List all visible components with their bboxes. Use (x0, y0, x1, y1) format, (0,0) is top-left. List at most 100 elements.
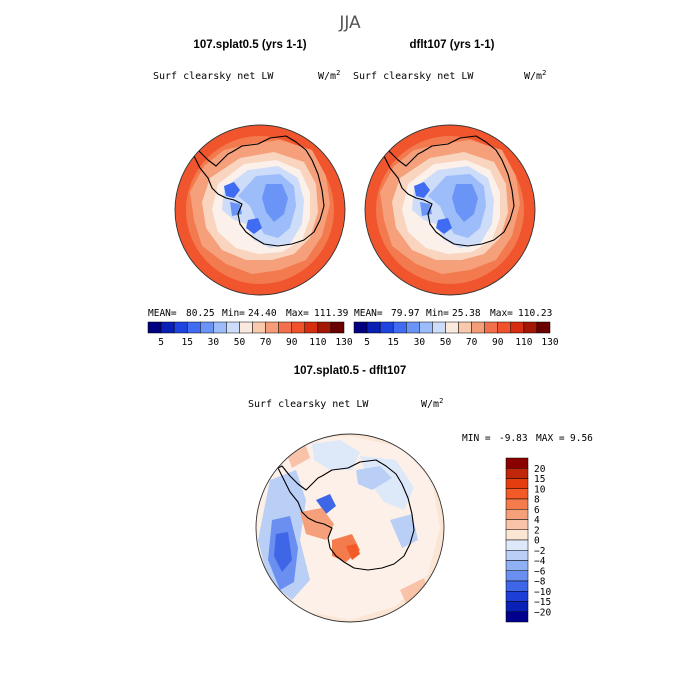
colorbar-swatch (505, 601, 529, 612)
colorbar-swatch (445, 321, 459, 334)
max-label: MAX = (536, 433, 565, 444)
colorbar-tick-label: 110 (515, 337, 532, 348)
panel-title: dflt107 (yrs 1-1) (409, 39, 494, 51)
colorbar-swatch (291, 321, 306, 334)
colorbar-swatch (510, 321, 525, 334)
colorbar-swatch (160, 321, 175, 334)
map-boundary (364, 124, 536, 296)
min-value: 25.38 (452, 308, 481, 319)
colorbar-swatch (505, 519, 529, 530)
colorbar-swatch (505, 488, 529, 500)
field-label: Surf clearsky net LW (353, 71, 474, 82)
max-label: Max= (286, 308, 309, 319)
colorbar-tick-label: 15 (181, 337, 192, 348)
mean-label: MEAN= (148, 308, 177, 319)
colorbar-tick-label: −4 (534, 556, 546, 567)
colorbar-tick-label: 130 (541, 337, 558, 348)
min-label: Min= (222, 308, 245, 319)
colorbar-swatch (200, 321, 214, 334)
map-boundary (255, 433, 445, 623)
colorbar-tick-label: 90 (492, 337, 504, 348)
colorbar-swatch (505, 611, 529, 623)
min-label: Min= (426, 308, 449, 319)
min-value: 24.40 (248, 308, 277, 319)
colorbar-swatch (186, 321, 201, 334)
colorbar-tick-label: 110 (309, 337, 326, 348)
max-value: 110.23 (518, 308, 552, 319)
polar-map (365, 125, 535, 295)
colorbar-tick-label: 2 (534, 525, 540, 536)
colorbar-tick-label: −10 (534, 587, 551, 598)
colorbar-tick-label: 5 (364, 337, 370, 348)
mean-value: 80.25 (186, 308, 215, 319)
colorbar-swatch (471, 321, 485, 334)
colorbar-swatch (173, 321, 188, 334)
stats-row: MEAN= 80.25 Min= 24.40 Max= 111.39 (148, 308, 349, 319)
panel-title: 107.splat0.5 (yrs 1-1) (193, 39, 306, 51)
stats-row: MEAN= 79.97 Min= 25.38 Max= 110.23 (354, 308, 552, 319)
colorbar-swatch (505, 498, 529, 510)
minmax-row: MIN = -9.83 MAX = 9.56 (462, 433, 593, 444)
colorbar-swatch (278, 321, 292, 334)
colorbar-swatch (213, 321, 227, 334)
colorbar-tick-label: 0 (534, 536, 540, 547)
colorbar-swatch (505, 509, 529, 520)
colorbar-swatch (252, 321, 266, 334)
colorbar-swatch (458, 321, 472, 334)
colorbar-swatch (505, 550, 529, 561)
max-value: 111.39 (314, 308, 349, 319)
colorbar-tick-label: 6 (534, 505, 540, 516)
panel-difference: 107.splat0.5 - dflt107 Surf clearsky net… (248, 365, 593, 623)
colorbar-swatch (505, 457, 529, 469)
colorbar-tick-label: −6 (534, 566, 546, 577)
colorbar-swatch (239, 321, 253, 334)
colorbar-tick-label: 50 (234, 337, 246, 348)
colorbar-swatch (484, 321, 498, 334)
max-label: Max= (490, 308, 513, 319)
colorbar-swatch (304, 321, 319, 334)
colorbar-swatch (265, 321, 279, 334)
unit-label: W/m2 (318, 69, 340, 82)
colorbar-swatch (379, 321, 394, 334)
colorbar-swatch (505, 478, 529, 489)
colorbar-tick-label: −8 (534, 577, 546, 588)
colorbar-tick-label: −15 (534, 597, 551, 608)
colorbar-swatch (536, 321, 551, 334)
colorbar-swatch (353, 321, 368, 334)
colorbar-swatch (226, 321, 240, 334)
colorbar-swatch (317, 321, 332, 334)
colorbar-swatch (505, 529, 529, 541)
colorbar-tick-label: 5 (158, 337, 164, 348)
panel-left: 107.splat0.5 (yrs 1-1) Surf clearsky net… (147, 39, 353, 348)
colorbar-tick-label: 50 (440, 337, 452, 348)
colorbar-swatch (505, 539, 529, 551)
min-value: -9.83 (499, 433, 528, 444)
unit-label: W/m2 (421, 397, 443, 410)
colorbar-tick-label: −20 (534, 607, 551, 618)
colorbar: 5 15 30 50 70 90 110 130 (147, 321, 353, 348)
unit-label: W/m2 (524, 69, 546, 82)
colorbar-swatch (505, 570, 529, 582)
colorbar-tick-label: 70 (260, 337, 272, 348)
colorbar-tick-label: 4 (534, 515, 540, 526)
colorbar: 5 15 30 50 70 90 110 130 (353, 321, 559, 348)
field-label: Surf clearsky net LW (248, 399, 369, 410)
colorbar-tick-label: 15 (387, 337, 398, 348)
colorbar-tick-label: −2 (534, 546, 545, 557)
colorbar-swatch (406, 321, 420, 334)
colorbar-swatch (505, 580, 529, 592)
colorbar-swatch (419, 321, 433, 334)
map-boundary (174, 124, 346, 296)
polar-map (256, 434, 444, 622)
colorbar-swatch (497, 321, 512, 334)
colorbar-tick-label: 30 (414, 337, 426, 348)
colorbar-tick-label: 20 (534, 464, 546, 475)
colorbar-tick-label: 30 (208, 337, 220, 348)
colorbar-swatch (505, 560, 529, 571)
colorbar-swatch (432, 321, 446, 334)
colorbar-swatch (366, 321, 381, 334)
colorbar-tick-label: 15 (534, 474, 545, 485)
colorbar-tick-label: 10 (534, 484, 546, 495)
